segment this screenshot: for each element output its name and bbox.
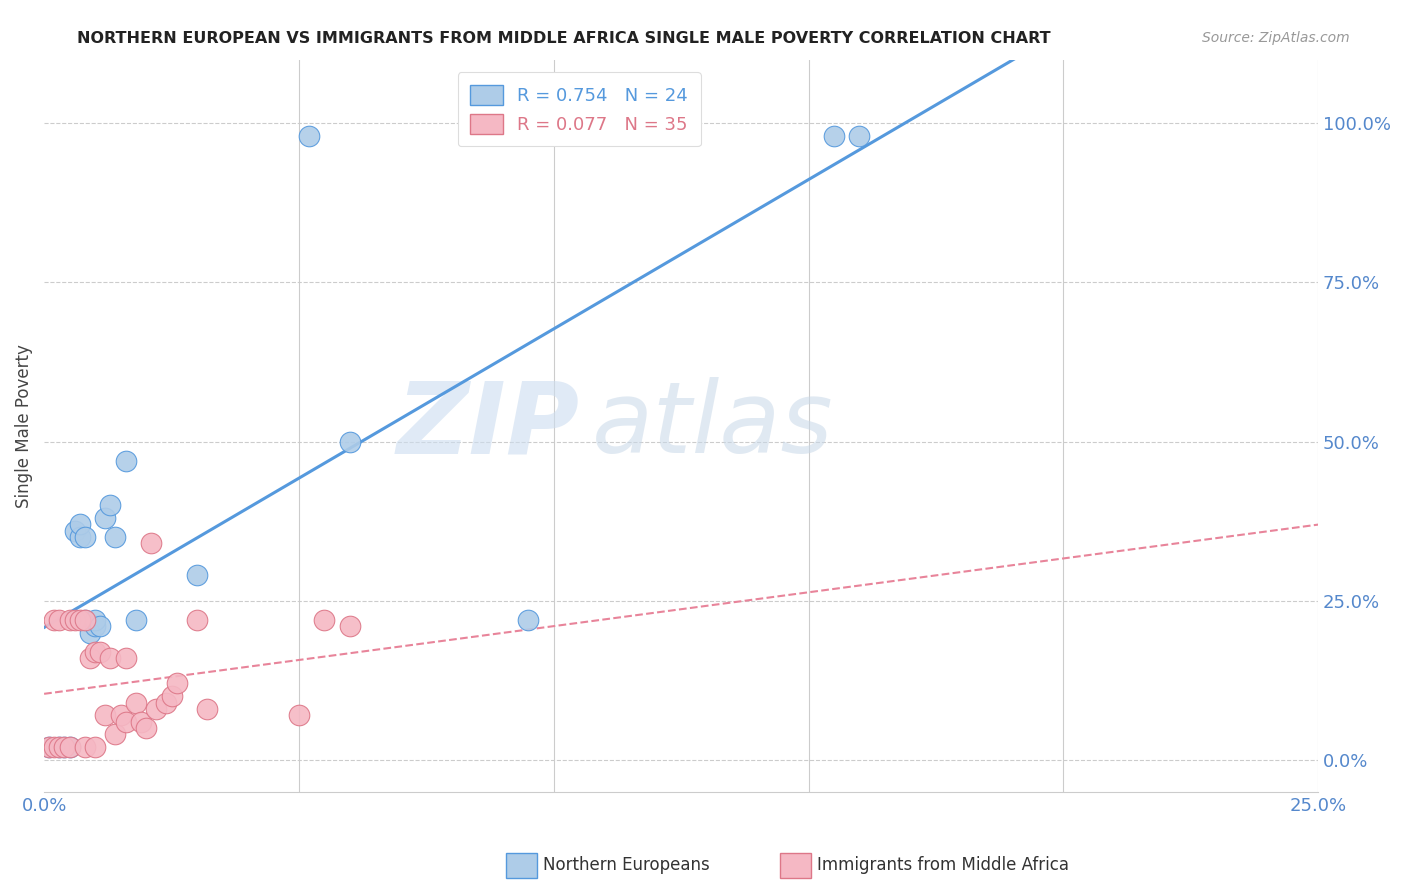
Point bbox=[69, 530, 91, 544]
Point bbox=[48, 613, 70, 627]
Point bbox=[823, 128, 845, 143]
Point bbox=[104, 727, 127, 741]
Point bbox=[73, 530, 96, 544]
Point bbox=[186, 613, 208, 627]
Point bbox=[84, 619, 107, 633]
Text: Northern Europeans: Northern Europeans bbox=[543, 856, 710, 874]
Point bbox=[848, 128, 870, 143]
Text: Source: ZipAtlas.com: Source: ZipAtlas.com bbox=[1202, 31, 1350, 45]
Point bbox=[69, 613, 91, 627]
Point bbox=[53, 740, 76, 755]
Text: NORTHERN EUROPEAN VS IMMIGRANTS FROM MIDDLE AFRICA SINGLE MALE POVERTY CORRELATI: NORTHERN EUROPEAN VS IMMIGRANTS FROM MID… bbox=[77, 31, 1050, 46]
Point bbox=[63, 613, 86, 627]
Point bbox=[114, 651, 136, 665]
Point bbox=[73, 613, 96, 627]
Point bbox=[110, 708, 132, 723]
Point bbox=[48, 740, 70, 755]
Point bbox=[73, 740, 96, 755]
Point bbox=[517, 613, 540, 627]
Point bbox=[339, 434, 361, 449]
Point bbox=[58, 613, 80, 627]
Text: atlas: atlas bbox=[592, 377, 834, 475]
Point bbox=[89, 645, 111, 659]
Point bbox=[129, 714, 152, 729]
Point bbox=[145, 702, 167, 716]
Point bbox=[135, 721, 157, 735]
Point bbox=[125, 696, 148, 710]
Point bbox=[114, 714, 136, 729]
Point bbox=[38, 740, 60, 755]
Point bbox=[58, 740, 80, 755]
Point bbox=[79, 625, 101, 640]
Point bbox=[125, 613, 148, 627]
Point bbox=[53, 740, 76, 755]
Point bbox=[104, 530, 127, 544]
Point bbox=[48, 740, 70, 755]
Legend: R = 0.754   N = 24, R = 0.077   N = 35: R = 0.754 N = 24, R = 0.077 N = 35 bbox=[458, 72, 700, 146]
Y-axis label: Single Male Poverty: Single Male Poverty bbox=[15, 343, 32, 508]
Point bbox=[114, 453, 136, 467]
Point bbox=[160, 690, 183, 704]
Point bbox=[89, 619, 111, 633]
Point bbox=[44, 740, 66, 755]
Point bbox=[155, 696, 177, 710]
Point bbox=[84, 645, 107, 659]
Point bbox=[98, 498, 121, 512]
Point bbox=[288, 708, 311, 723]
Point bbox=[339, 619, 361, 633]
Point bbox=[298, 128, 321, 143]
Point bbox=[314, 613, 336, 627]
Point bbox=[38, 740, 60, 755]
Point bbox=[84, 740, 107, 755]
Point bbox=[195, 702, 218, 716]
Point bbox=[84, 613, 107, 627]
Point bbox=[44, 613, 66, 627]
Point bbox=[58, 740, 80, 755]
Point bbox=[166, 676, 188, 690]
Point bbox=[79, 651, 101, 665]
Point bbox=[63, 524, 86, 538]
Point bbox=[186, 568, 208, 582]
Point bbox=[94, 511, 117, 525]
Text: ZIP: ZIP bbox=[396, 377, 579, 475]
Point bbox=[73, 613, 96, 627]
Point bbox=[69, 517, 91, 532]
Point bbox=[98, 651, 121, 665]
Text: Immigrants from Middle Africa: Immigrants from Middle Africa bbox=[817, 856, 1069, 874]
Point bbox=[94, 708, 117, 723]
Point bbox=[139, 536, 162, 550]
